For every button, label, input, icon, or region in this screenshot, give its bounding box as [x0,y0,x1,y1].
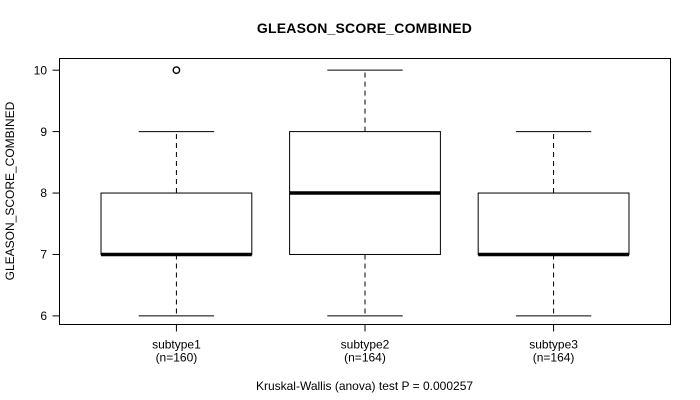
iqr-box [100,192,253,255]
outlier-point [172,66,181,75]
axes-layer: 678910subtype1(n=160)subtype2(n=164)subt… [34,63,579,364]
stat-test-annotation: Kruskal-Wallis (anova) test P = 0.000257 [255,379,474,393]
chart-title: GLEASON_SCORE_COMBINED [256,20,473,36]
y-tick-label: 8 [40,186,47,200]
boxes-layer [100,131,630,257]
whiskers-layer [138,69,592,317]
x-group-label: subtype3 [529,338,578,352]
outliers-layer [172,66,181,75]
x-group-sublabel: (n=160) [156,351,198,365]
iqr-box [477,192,630,255]
x-group-label: subtype1 [152,338,201,352]
x-group-sublabel: (n=164) [344,351,386,365]
x-group-sublabel: (n=164) [533,351,575,365]
x-group-label: subtype2 [341,338,390,352]
y-tick-label: 10 [34,63,48,77]
y-tick-label: 7 [40,248,47,262]
y-tick-label: 6 [40,309,47,323]
y-tick-label: 9 [40,125,47,139]
